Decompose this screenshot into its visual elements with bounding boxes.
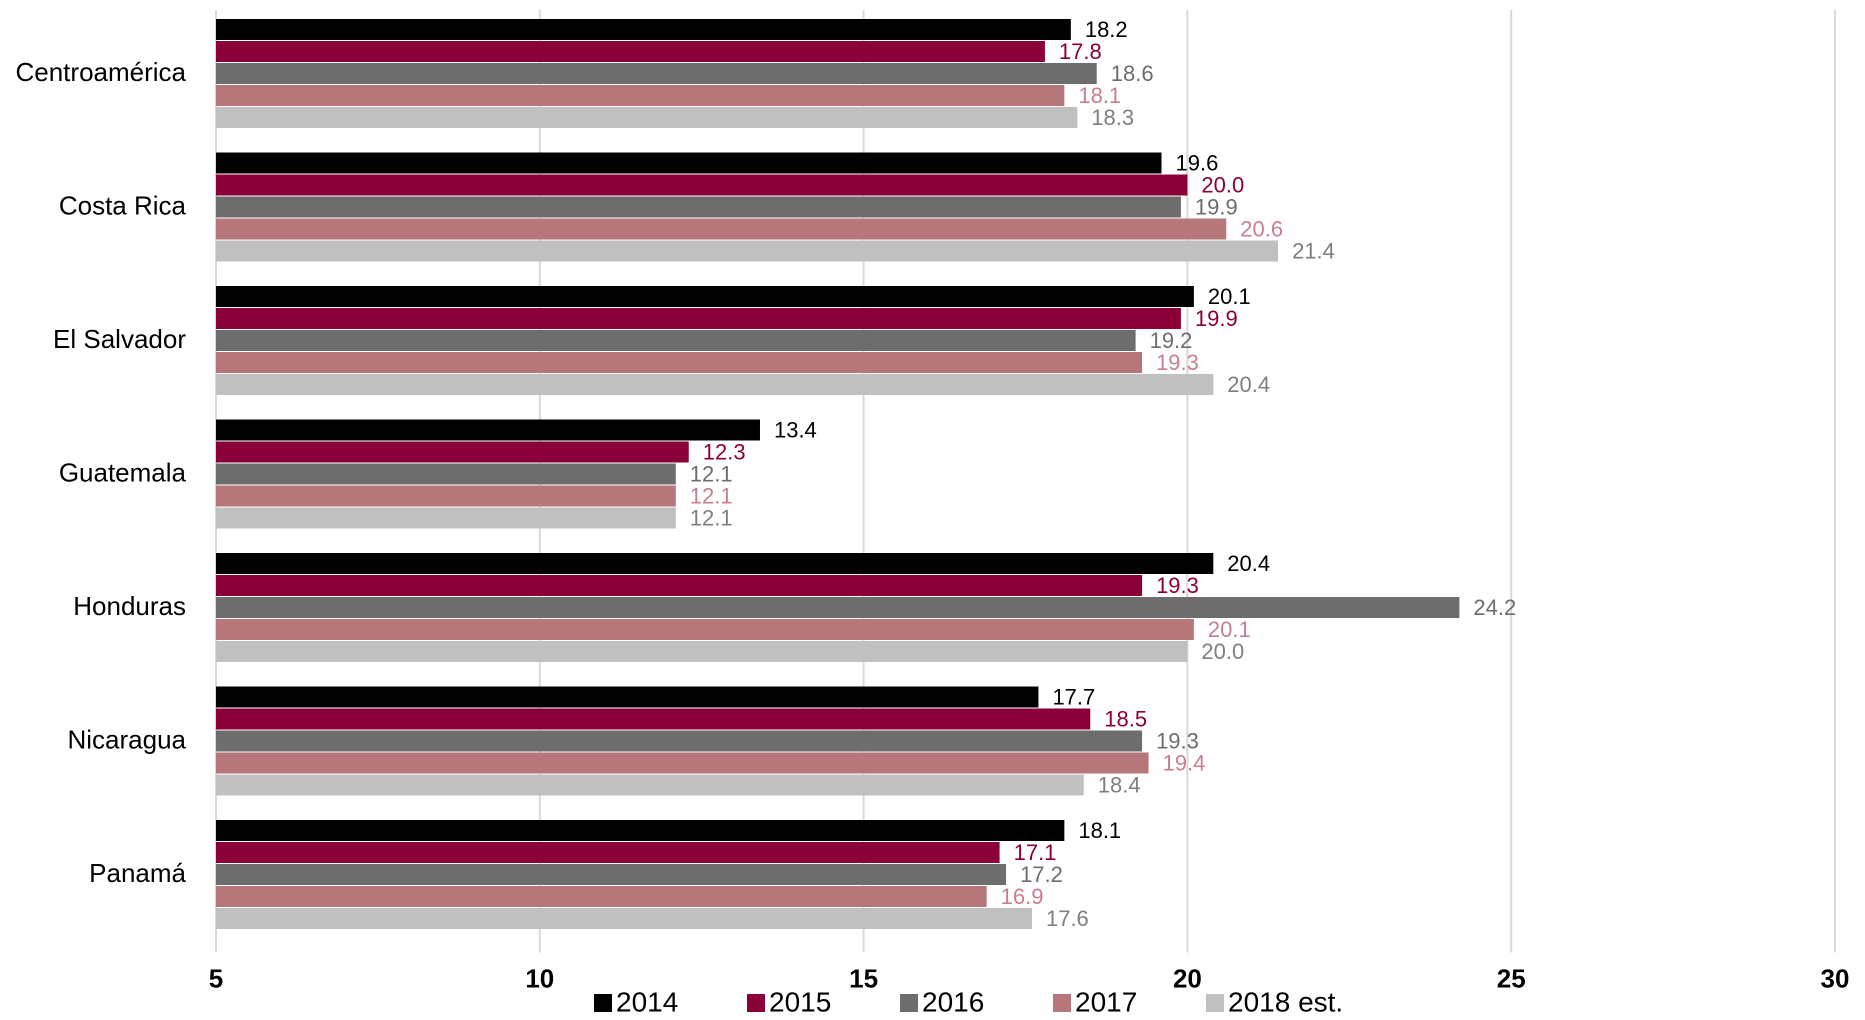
bar: [216, 886, 987, 907]
legend-swatch: [594, 994, 612, 1012]
legend-swatch: [747, 994, 765, 1012]
bar: [216, 686, 1039, 708]
value-label: 16.9: [1001, 884, 1044, 909]
bar: [216, 619, 1194, 640]
category-label: Centroamérica: [15, 57, 186, 87]
bar: [216, 63, 1097, 84]
bar: [216, 908, 1032, 929]
legend-label: 2017: [1075, 986, 1137, 1017]
value-label: 20.1: [1208, 617, 1251, 642]
value-label: 18.5: [1104, 706, 1147, 731]
bar: [216, 152, 1162, 174]
bar: [216, 85, 1065, 106]
bar: [216, 463, 676, 485]
bar: [216, 286, 1194, 307]
bar: [216, 820, 1065, 841]
value-label: 18.4: [1098, 772, 1141, 797]
category-label: Nicaragua: [67, 724, 186, 754]
value-label: 12.1: [690, 483, 733, 508]
category-label: Guatemala: [59, 457, 187, 487]
value-label: 20.4: [1227, 551, 1270, 576]
value-label: 17.6: [1046, 906, 1089, 931]
value-label: 19.4: [1163, 750, 1206, 775]
value-label: 19.3: [1156, 728, 1199, 753]
bar: [216, 19, 1071, 40]
bar: [216, 864, 1007, 885]
value-label: 20.6: [1240, 216, 1283, 241]
bar: [216, 553, 1214, 574]
bar: [216, 330, 1136, 351]
value-label: 12.1: [690, 461, 733, 486]
bar: [216, 708, 1091, 730]
x-tick-label: 30: [1821, 963, 1850, 993]
legend-swatch: [1206, 994, 1224, 1012]
x-tick-label: 10: [525, 963, 554, 993]
value-label: 17.2: [1020, 862, 1063, 887]
value-label: 21.4: [1292, 238, 1335, 263]
value-label: 19.2: [1150, 328, 1193, 353]
legend-swatch: [1053, 994, 1071, 1012]
category-label: Costa Rica: [59, 190, 187, 220]
x-tick-label: 5: [209, 963, 223, 993]
bar: [216, 507, 676, 529]
legend-label: 2014: [616, 986, 678, 1017]
value-label: 18.2: [1085, 17, 1128, 42]
bar: [216, 485, 676, 507]
x-tick-label: 15: [849, 963, 878, 993]
value-label: 19.3: [1156, 350, 1199, 375]
category-label: Panamá: [89, 858, 186, 888]
category-label: Honduras: [73, 591, 186, 621]
bar: [216, 752, 1149, 774]
legend-label: 2018 est.: [1228, 986, 1343, 1017]
bar: [216, 240, 1279, 262]
value-label: 18.3: [1091, 105, 1134, 130]
bar: [216, 196, 1181, 218]
bar: [216, 419, 760, 441]
value-label: 24.2: [1473, 595, 1516, 620]
x-tick-label: 25: [1497, 963, 1526, 993]
value-label: 17.8: [1059, 39, 1102, 64]
value-label: 18.1: [1078, 83, 1121, 108]
value-label: 13.4: [774, 417, 817, 442]
value-label: 19.9: [1195, 194, 1238, 219]
value-label: 18.1: [1078, 818, 1121, 843]
bar: [216, 730, 1143, 752]
category-label: El Salvador: [53, 324, 186, 354]
legend-label: 2015: [769, 986, 831, 1017]
value-label: 17.1: [1014, 840, 1057, 865]
value-label: 20.1: [1208, 284, 1251, 309]
bar: [216, 441, 689, 463]
bar: [216, 575, 1143, 596]
value-label: 18.6: [1111, 61, 1154, 86]
bar: [216, 41, 1045, 62]
value-label: 19.9: [1195, 306, 1238, 331]
value-label: 12.3: [703, 439, 746, 464]
bar: [216, 842, 1000, 863]
bar: [216, 374, 1214, 395]
bar: [216, 107, 1078, 128]
value-label: 19.3: [1156, 573, 1199, 598]
value-label: 20.0: [1201, 639, 1244, 664]
bar: [216, 774, 1084, 796]
value-label: 19.6: [1175, 150, 1218, 175]
bar: [216, 218, 1227, 240]
x-tick-label: 20: [1173, 963, 1202, 993]
bar: [216, 308, 1181, 329]
legend-label: 2016: [922, 986, 984, 1017]
bar: [216, 174, 1188, 196]
value-label: 20.0: [1201, 172, 1244, 197]
value-label: 12.1: [690, 505, 733, 530]
bar: [216, 597, 1460, 618]
bar: [216, 352, 1143, 373]
bar: [216, 641, 1188, 662]
value-label: 17.7: [1052, 684, 1095, 709]
value-label: 20.4: [1227, 372, 1270, 397]
legend-swatch: [900, 994, 918, 1012]
